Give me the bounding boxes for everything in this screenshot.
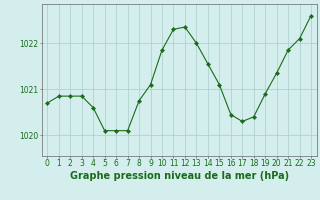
X-axis label: Graphe pression niveau de la mer (hPa): Graphe pression niveau de la mer (hPa) xyxy=(70,171,289,181)
